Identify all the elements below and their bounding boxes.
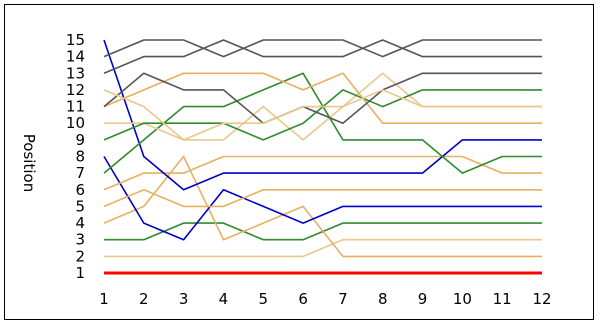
y-tick-label: 9 <box>75 131 85 149</box>
x-tick-label: 7 <box>338 290 348 308</box>
x-tick-label: 10 <box>453 290 472 308</box>
series-line-15 <box>103 39 542 75</box>
x-tick-label: 2 <box>139 290 149 308</box>
chart-frame: 1 2 3 4 5 6 7 8 9 10 11 12 13 14 15 1 2 3 4 5 6 7 8 9 10 11 12 Po… <box>4 4 594 320</box>
series-line-5 <box>103 156 542 241</box>
y-tick-label: 5 <box>75 197 85 215</box>
x-tick-label: 1 <box>99 290 109 308</box>
x-tick-label: 5 <box>258 290 268 308</box>
series-layer <box>103 39 542 275</box>
y-tick-label: 14 <box>66 48 85 66</box>
y-tick-label: 13 <box>66 64 85 82</box>
series-line-13 <box>103 72 542 124</box>
y-tick-label: 1 <box>75 264 85 282</box>
x-tick-labels: 1 2 3 4 5 6 7 8 9 10 11 12 <box>99 290 551 308</box>
y-tick-label: 11 <box>66 98 85 116</box>
y-tick-label: 12 <box>66 81 85 99</box>
x-tick-label: 8 <box>378 290 388 308</box>
series-line-8 <box>103 39 542 191</box>
y-tick-label: 8 <box>75 148 85 166</box>
series-line-2 <box>104 238 542 258</box>
x-tick-label: 12 <box>532 290 551 308</box>
series-line-16 <box>103 89 542 141</box>
y-axis-title: Position <box>20 134 38 192</box>
y-tick-label: 6 <box>75 181 85 199</box>
x-tick-label: 3 <box>179 290 189 308</box>
x-tick-label: 4 <box>219 290 229 308</box>
y-tick-label: 3 <box>75 231 85 249</box>
y-tick-label: 4 <box>75 214 85 232</box>
y-tick-label: 7 <box>75 164 85 182</box>
series-line-4 <box>103 155 542 258</box>
y-tick-label: 10 <box>66 114 85 132</box>
series-line-7 <box>103 155 542 191</box>
x-tick-label: 11 <box>493 290 512 308</box>
y-tick-label: 15 <box>66 31 85 49</box>
y-tick-label: 2 <box>75 247 85 265</box>
series-line-12 <box>103 72 542 124</box>
x-tick-label: 9 <box>418 290 428 308</box>
series-line-6 <box>103 189 542 208</box>
x-tick-label: 6 <box>298 290 308 308</box>
series-line-14 <box>103 39 542 58</box>
